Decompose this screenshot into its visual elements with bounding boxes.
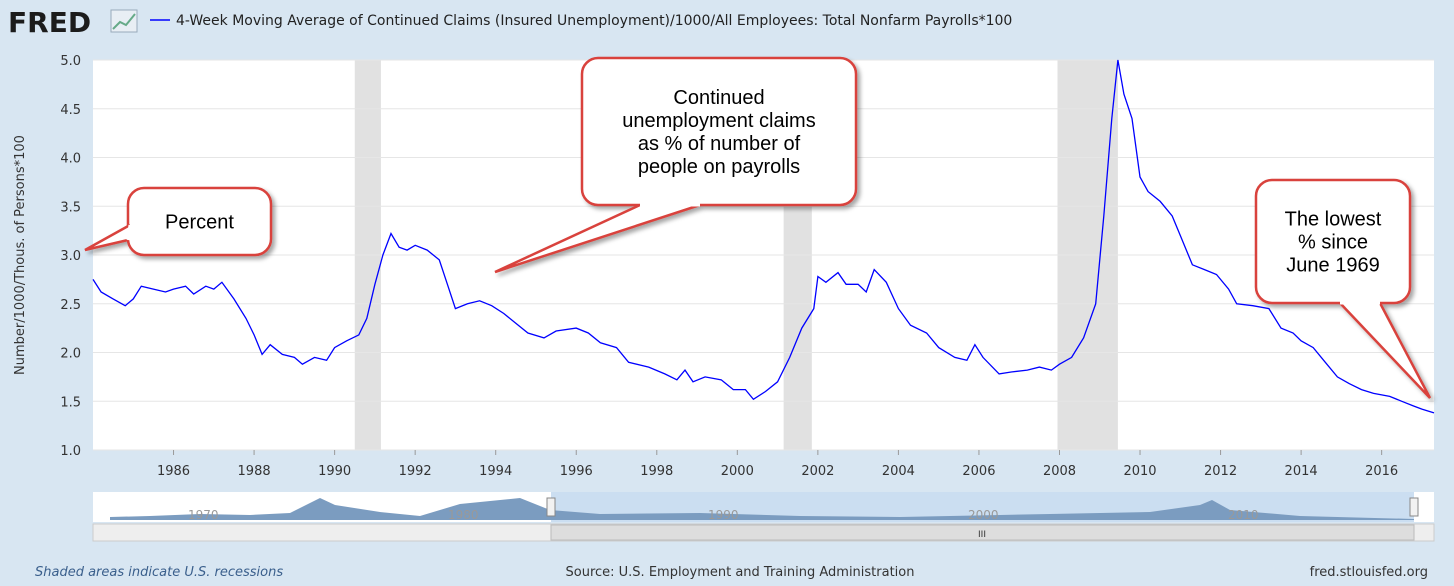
navigator-label: 1990 (708, 508, 739, 522)
y-tick-label: 3.5 (60, 200, 81, 215)
y-tick-label: 4.0 (60, 152, 81, 167)
y-tick-label: 2.5 (60, 298, 81, 313)
callout-text: as % of number of (638, 133, 801, 155)
x-tick-label: 1990 (318, 464, 351, 479)
callout-tail (1339, 302, 1432, 399)
logo: FRED (8, 6, 91, 39)
x-tick-label: 2006 (962, 464, 995, 479)
x-tick-label: 2012 (1204, 464, 1237, 479)
logo-icon (110, 9, 138, 33)
callout-text: The lowest (1285, 209, 1382, 231)
x-tick-label: 2010 (1123, 464, 1156, 479)
logo-icon-line (112, 13, 136, 30)
x-tick-label: 1986 (157, 464, 190, 479)
navigator-label: 1980 (448, 508, 479, 522)
y-tick-label: 1.0 (60, 444, 81, 459)
navigator: III (92, 492, 1435, 542)
scrollbar-grip: III (978, 530, 986, 540)
x-tick-label: 2002 (801, 464, 834, 479)
x-tick-label: 2000 (721, 464, 754, 479)
callout-box (580, 56, 858, 207)
x-tick-label: 2008 (1043, 464, 1076, 479)
callout-text: Continued (673, 87, 764, 109)
y-tick-label: 3.0 (60, 249, 81, 264)
x-tick-label: 1996 (560, 464, 593, 479)
navigator-handle[interactable] (1409, 497, 1419, 517)
callout-box (1254, 178, 1412, 305)
site: fred.stlouisfed.org (1310, 565, 1428, 580)
callout-text: June 1969 (1286, 255, 1379, 277)
callout-text: Percent (165, 212, 234, 234)
navigator-label: 2000 (968, 508, 999, 522)
recession-note: Shaded areas indicate U.S. recessions (35, 565, 283, 580)
navigator-handle[interactable] (546, 497, 556, 517)
legend-label: 4-Week Moving Average of Continued Claim… (176, 13, 1012, 29)
callout: Percent (84, 186, 273, 257)
source: Source: U.S. Employment and Training Adm… (566, 565, 915, 580)
callout-text: unemployment claims (622, 110, 815, 132)
y-tick-label: 4.5 (60, 103, 81, 118)
callout-tail (84, 223, 131, 252)
series-line (92, 59, 1435, 414)
scrollbar-thumb[interactable] (550, 524, 1415, 541)
y-tick-label: 5.0 (60, 54, 81, 69)
x-tick-label: 2004 (882, 464, 915, 479)
callout-tail-cover (126, 224, 132, 241)
callout-text: % since (1298, 232, 1368, 254)
x-tick-label: 1994 (479, 464, 512, 479)
x-tick-label: 1988 (238, 464, 271, 479)
y-axis-label: Number/1000/Thous. of Persons*100 (13, 135, 28, 375)
y-tick-label: 1.5 (60, 395, 81, 410)
navigator-label: 1970 (188, 508, 219, 522)
callout-box (126, 186, 273, 257)
callout-tail (494, 203, 701, 274)
navigator-label: 2010 (1228, 508, 1259, 522)
x-tick-label: 1998 (640, 464, 673, 479)
y-tick-label: 2.0 (60, 347, 81, 362)
x-tick-label: 2014 (1285, 464, 1318, 479)
callout-text: people on payrolls (638, 156, 800, 178)
x-tick-label: 2016 (1365, 464, 1398, 479)
x-tick-label: 1992 (399, 464, 432, 479)
navigator-area (110, 498, 1414, 520)
